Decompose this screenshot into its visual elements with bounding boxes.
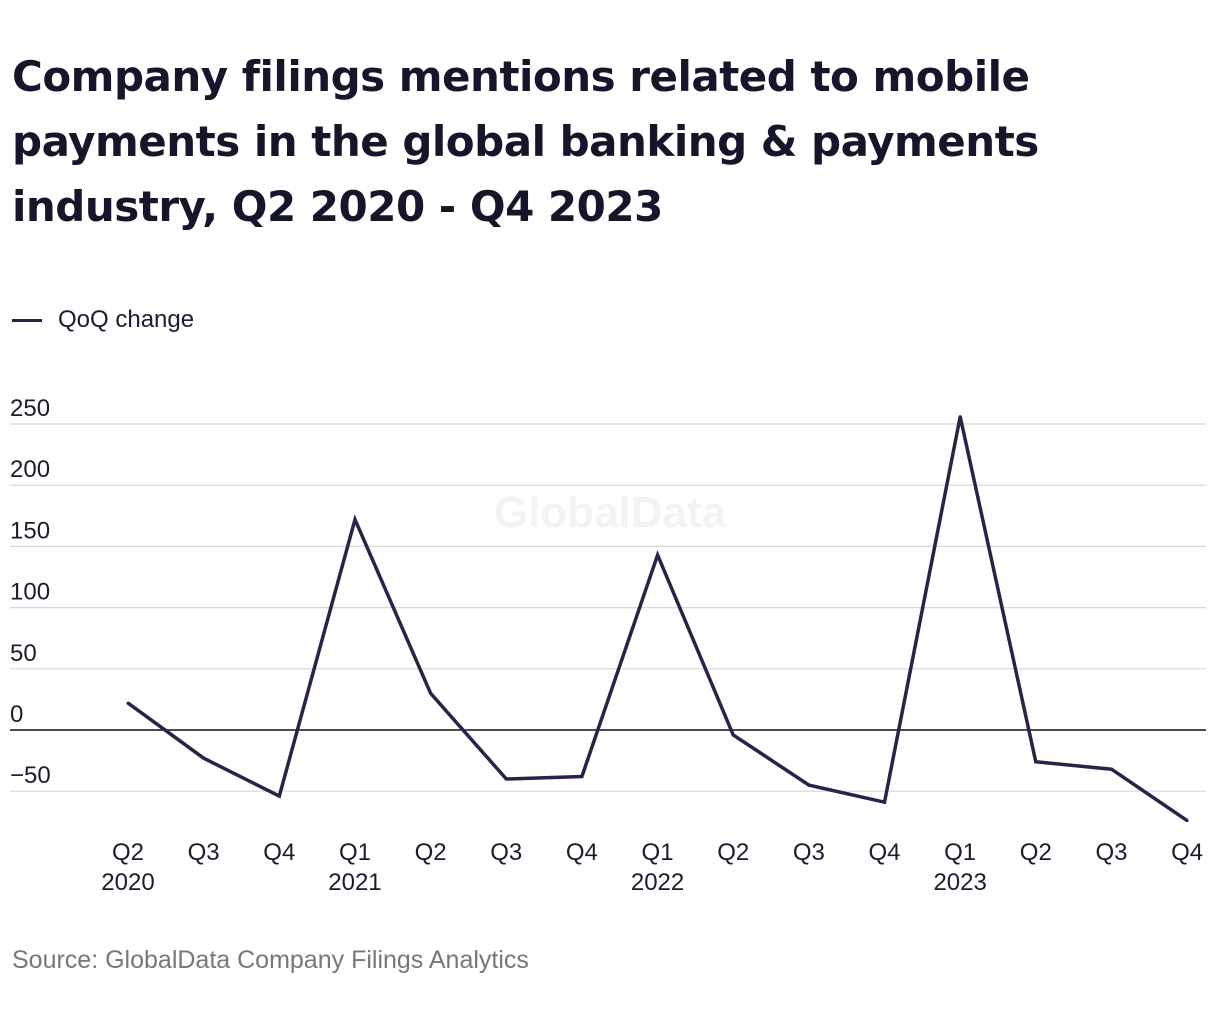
legend-label: QoQ change [58, 306, 195, 333]
data-point [353, 517, 357, 521]
data-point [656, 553, 660, 557]
x-tick-year-label: 2023 [933, 869, 986, 896]
y-tick-label: 200 [10, 456, 50, 483]
x-tick-label: Q1 [642, 839, 674, 866]
data-point [1185, 819, 1189, 823]
y-tick-label: 50 [10, 640, 37, 667]
x-tick-year-label: 2021 [328, 869, 381, 896]
data-point [1109, 767, 1113, 771]
data-point [580, 775, 584, 779]
watermark: GlobalData [494, 488, 727, 537]
data-point [883, 800, 886, 804]
legend-swatch-line [12, 318, 42, 322]
data-point [504, 777, 508, 781]
x-tick-year-label: 2020 [101, 869, 154, 896]
data-point [277, 794, 281, 798]
data-point [429, 691, 433, 695]
y-tick-label: 0 [10, 701, 23, 728]
data-point [1034, 760, 1038, 764]
x-tick-label: Q4 [263, 839, 295, 866]
y-tick-label: 150 [10, 517, 50, 544]
x-tick-label: Q3 [490, 839, 522, 866]
y-tick-label: −50 [10, 762, 51, 789]
source-note: Source: GlobalData Company Filings Analy… [12, 946, 529, 974]
data-point [126, 701, 130, 705]
x-tick-label: Q2 [112, 839, 144, 866]
series-line-qoq-change [126, 416, 1189, 823]
data-point [958, 415, 962, 419]
x-tick-label: Q3 [188, 839, 220, 866]
data-point [202, 756, 206, 760]
x-tick-label: Q1 [339, 839, 371, 866]
line-chart: GlobalData 250 200 150 100 50 0 −50 Q2 2020 Q3 Q4 Q1… [10, 395, 1206, 896]
x-tick-label: Q3 [793, 839, 825, 866]
x-tick-label: Q2 [717, 839, 749, 866]
x-tick-year-label: 2022 [631, 869, 684, 896]
data-point [731, 733, 735, 737]
x-tick-label: Q3 [1095, 839, 1127, 866]
legend: QoQ change [12, 306, 194, 334]
x-tick-label: Q2 [1020, 839, 1052, 866]
y-tick-label: 100 [10, 579, 50, 606]
x-tick-label: Q2 [415, 839, 447, 866]
x-tick-label: Q1 [944, 839, 976, 866]
x-tick-label: Q4 [566, 839, 598, 866]
x-tick-label: Q4 [868, 839, 900, 866]
y-tick-label: 250 [10, 395, 50, 422]
x-tick-label: Q4 [1171, 839, 1203, 866]
chart-title: Company filings mentions related to mobi… [12, 52, 1039, 231]
data-point [807, 783, 811, 787]
